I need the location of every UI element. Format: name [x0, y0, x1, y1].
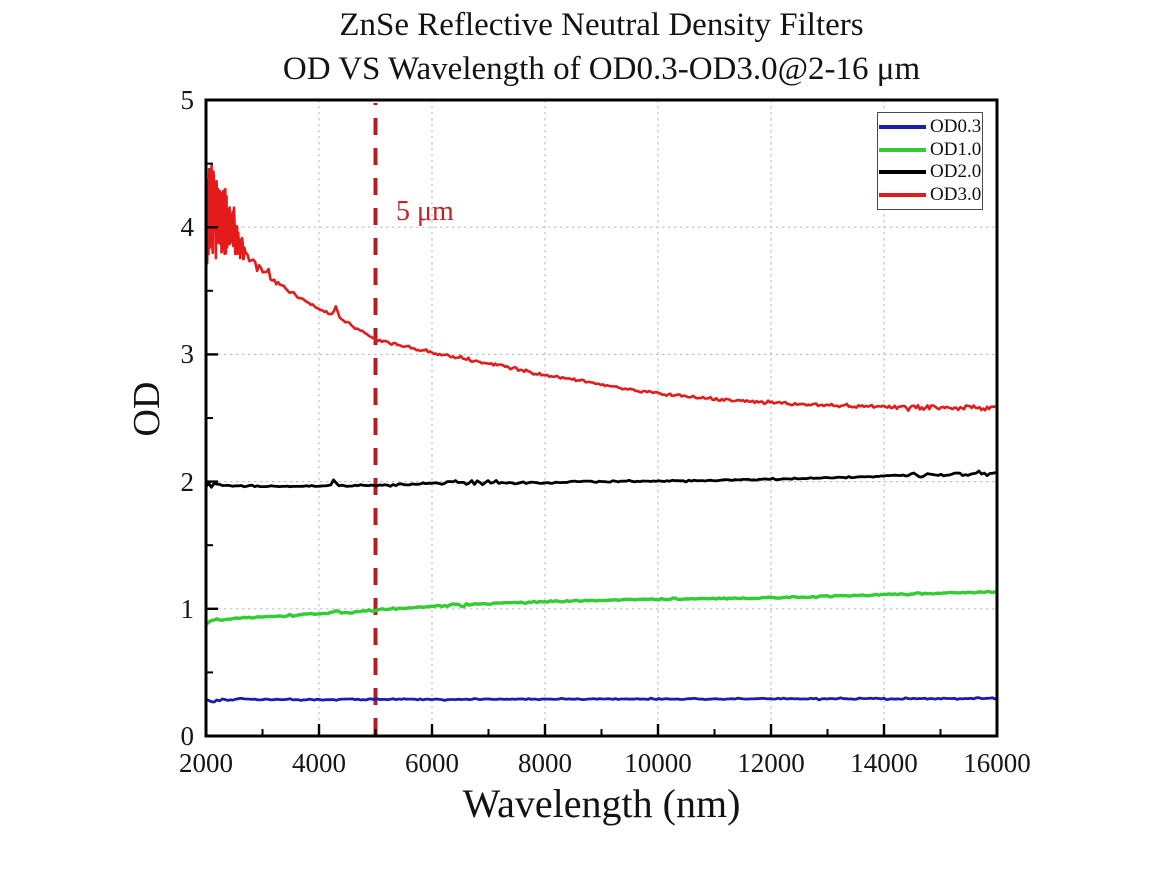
chart-title-line-2: OD VS Wavelength of OD0.3-OD3.0@2-16 μm	[282, 51, 921, 87]
chart-title-line-1: ZnSe Reflective Neutral Density Filters	[339, 7, 864, 43]
x-tick-label-6000: 6000	[405, 748, 459, 778]
legend-row-od10: OD1.0	[879, 139, 982, 161]
legend-label-od03: OD0.3	[930, 116, 982, 138]
y-tick-label-4: 4	[180, 212, 195, 242]
series-group	[206, 164, 997, 704]
series-OD1.0	[206, 589, 997, 627]
gridlines	[206, 100, 997, 736]
legend-row-od20: OD2.0	[879, 161, 982, 183]
legend-line-od20	[879, 170, 926, 175]
y-axis-label: OD	[126, 381, 168, 437]
legend-label-od30: OD3.0	[930, 183, 982, 205]
legend-line-od10	[879, 147, 926, 152]
series-OD3.0	[206, 164, 997, 412]
x-tick-label-2000: 2000	[179, 748, 233, 778]
x-tick-label-4000: 4000	[292, 748, 346, 778]
legend-line-od30	[879, 192, 926, 197]
x-axis-label: Wavelength (nm)	[462, 781, 741, 826]
series-OD0.3	[206, 696, 997, 704]
x-tick-label-8000: 8000	[518, 748, 572, 778]
legend-label-od10: OD1.0	[930, 138, 982, 160]
vline-annotation: 5 μm	[396, 196, 454, 227]
legend-row-od03: OD0.3	[879, 116, 982, 138]
x-tick-label-14000: 14000	[850, 748, 918, 778]
x-tick-label-10000: 10000	[624, 748, 692, 778]
x-tick-label-12000: 12000	[737, 748, 805, 778]
legend-label-od20: OD2.0	[930, 161, 982, 183]
legend-line-od03	[879, 125, 926, 130]
y-tick-label-0: 0	[180, 721, 195, 751]
y-tick-label-5: 5	[180, 85, 195, 115]
y-tick-label-3: 3	[180, 339, 195, 369]
y-tick-label-1: 1	[180, 594, 195, 624]
legend: OD0.3 OD1.0 OD2.0 OD3.0	[877, 112, 983, 210]
ticks	[204, 98, 999, 738]
y-tick-label-2: 2	[180, 467, 195, 497]
series-OD2.0	[206, 469, 997, 489]
x-tick-label-16000: 16000	[963, 748, 1031, 778]
legend-row-od30: OD3.0	[879, 184, 982, 206]
